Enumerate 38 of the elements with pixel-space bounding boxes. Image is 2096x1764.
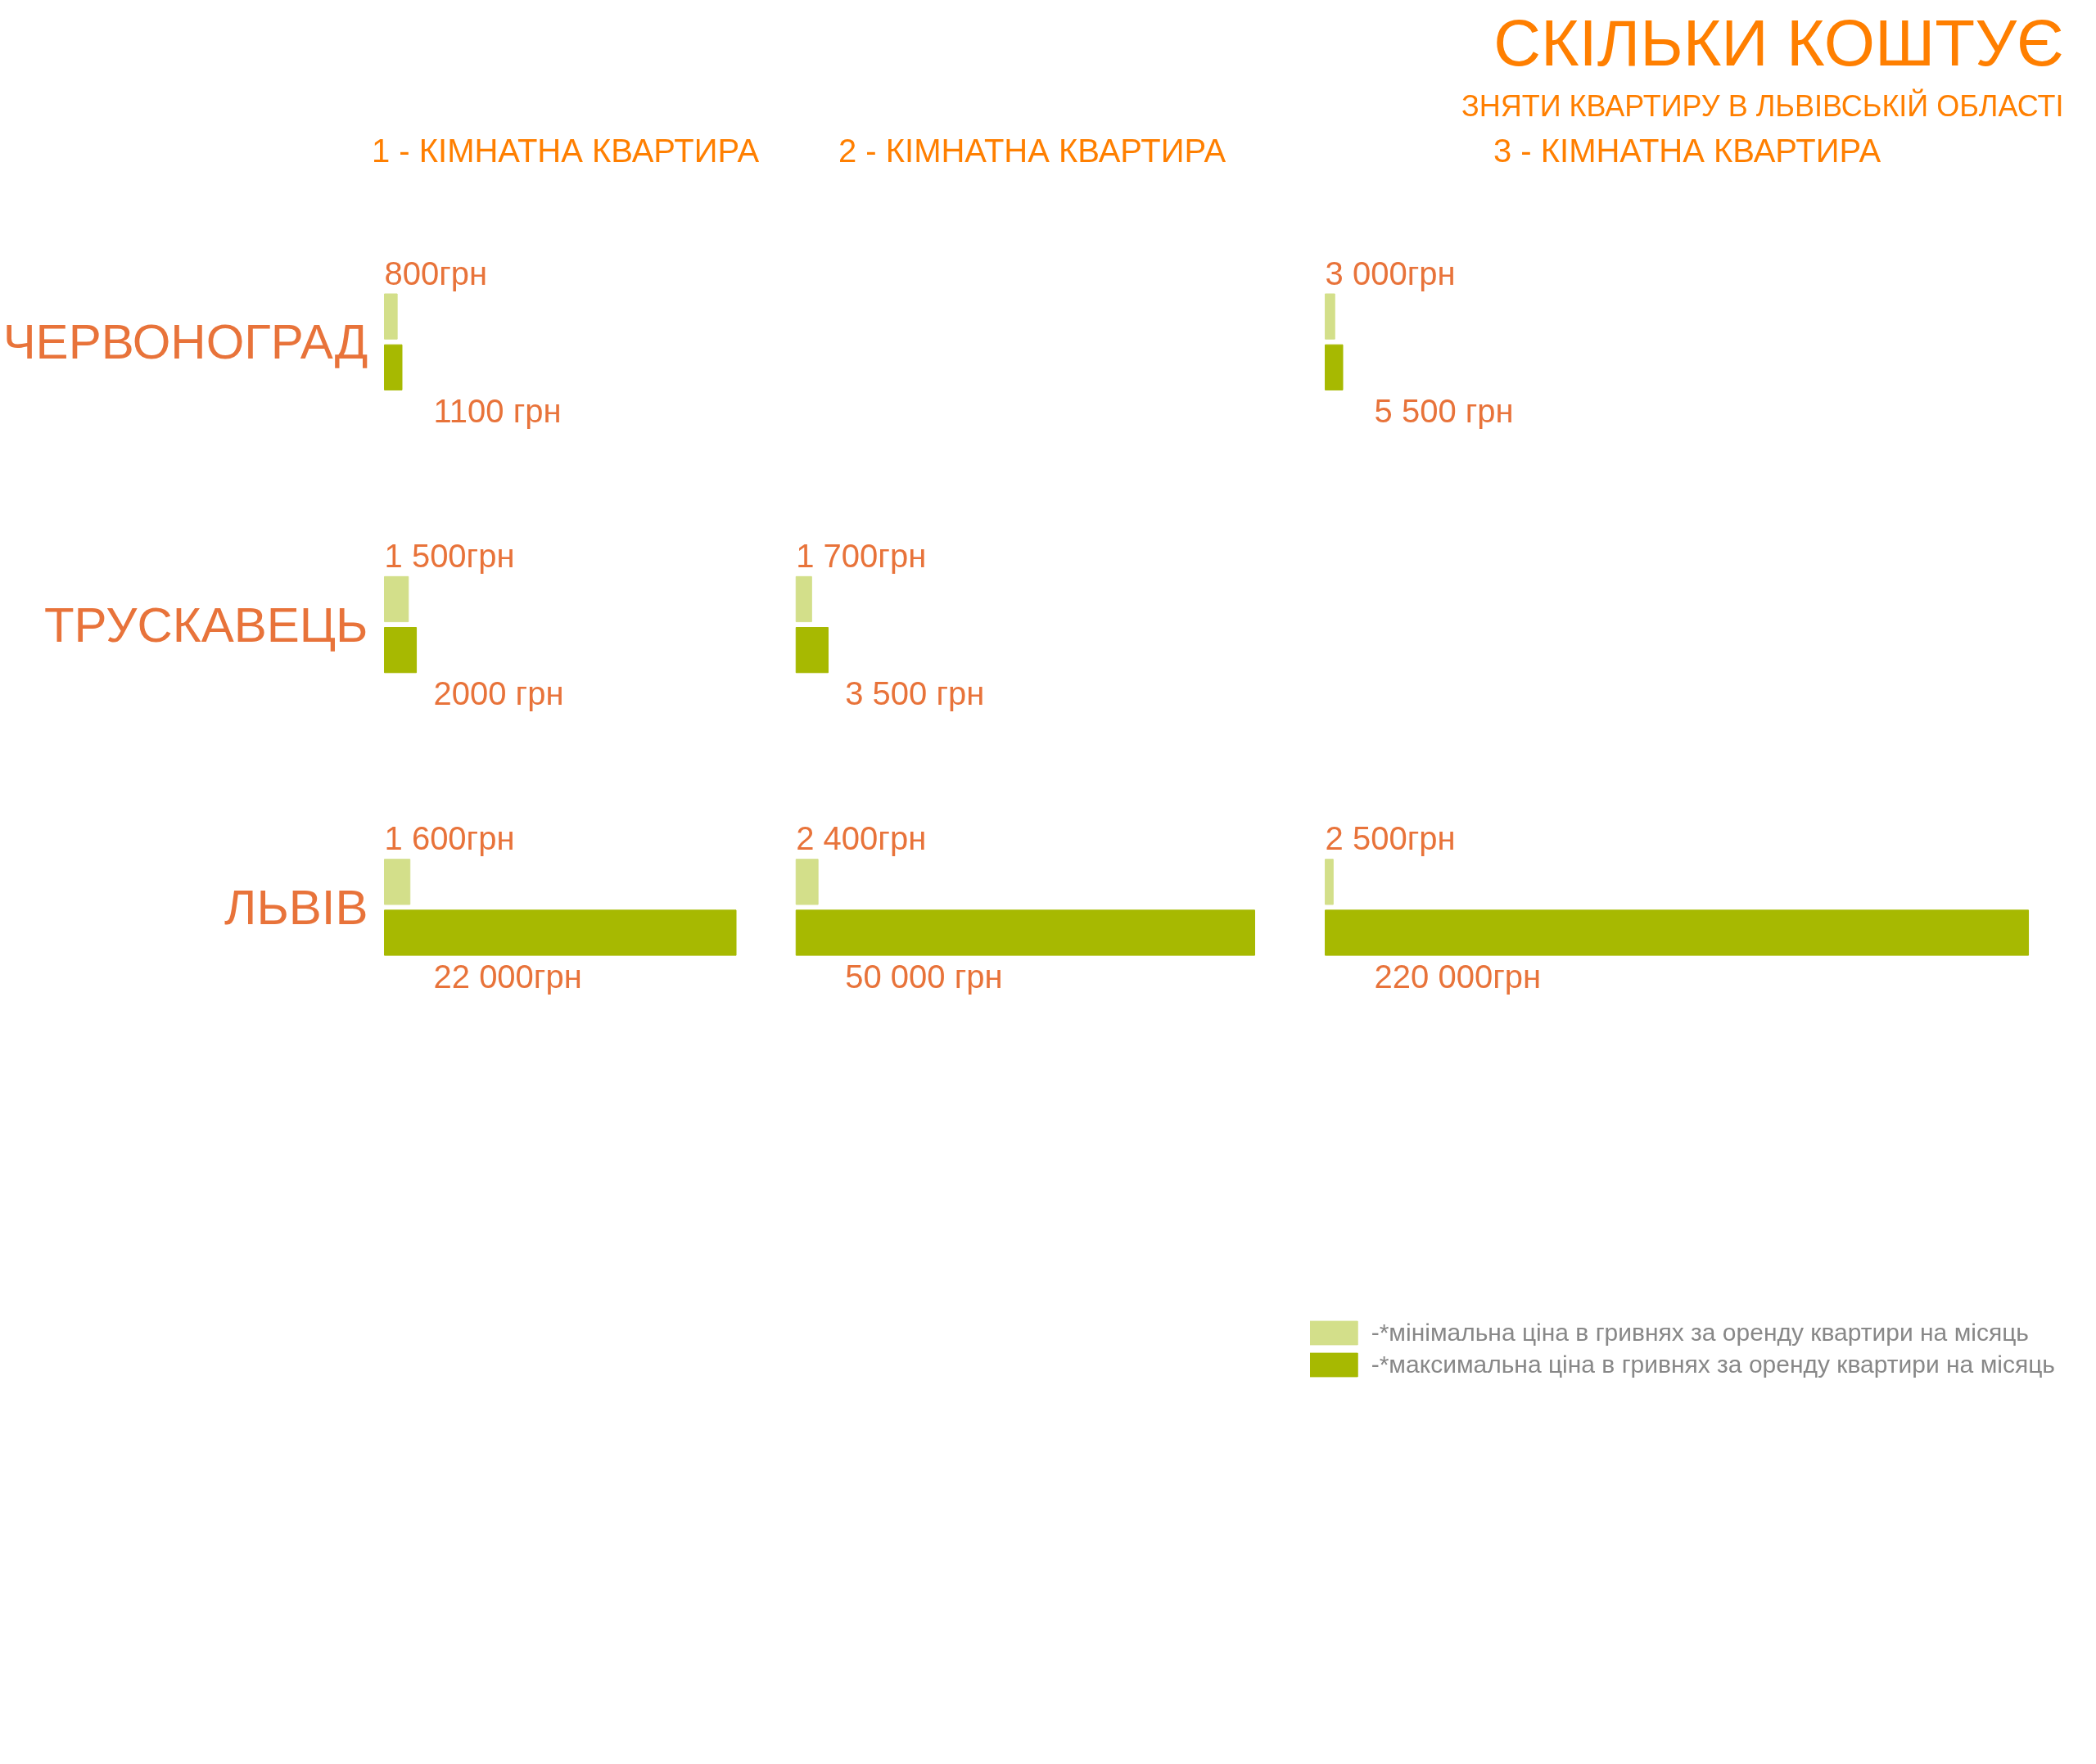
data-label: 2 400грн [796,820,927,857]
bar [384,575,409,623]
x-axis-title: 1 - КІМНАТНА КВАРТИРА [371,132,760,169]
chart-title: СКІЛЬКИ КОШТУЄ [1493,6,2064,79]
data-label: 2 500грн [1325,820,1456,857]
bar [1325,909,2030,956]
bar [795,627,829,674]
data-label: 1 500грн [384,537,515,574]
data-label: 5 500 грн [1374,392,1514,429]
bar [795,575,812,623]
bar [795,909,1255,956]
data-label: 1 700грн [796,537,927,574]
y-tick-label: ТРУСКАВЕЦЬ [43,597,368,652]
data-label: 3 500 грн [845,675,985,712]
legend-label: -*максимальна ціна в гривнях за оренду квартири на місяць [1371,1351,2055,1378]
data-label: 3 000грн [1325,255,1456,291]
bar [384,627,418,674]
data-label: 22 000грн [433,958,582,995]
legend-label: -*мінімальна ціна в гривнях за оренду квартири на місяць [1371,1319,2029,1347]
bar [384,293,398,340]
x-axis-title: 2 - КІМНАТНА КВАРТИРА [838,132,1226,169]
data-label: 800грн [384,255,488,291]
y-tick-label: ЧЕРВОНОГРАД [2,314,368,370]
x-axis-title: 3 - КІМНАТНА КВАРТИРА [1493,132,1881,169]
bar [1325,859,1334,905]
data-label: 50 000 грн [845,958,1003,995]
bar [384,859,411,905]
data-label: 220 000грн [1374,958,1542,995]
y-tick-label: ЛЬВІВ [224,879,368,935]
bar [384,909,737,956]
chart-subtitle: ЗНЯТИ КВАРТИРУ В ЛЬВІВСЬКІЙ ОБЛАСТІ [1461,88,2064,123]
bar [1325,344,1344,390]
data-label: 1100 грн [433,392,562,429]
bar [795,859,819,905]
data-label: 2000 грн [433,675,564,712]
bar [384,344,403,390]
data-label: 1 600грн [384,820,515,857]
bar [1325,293,1335,340]
